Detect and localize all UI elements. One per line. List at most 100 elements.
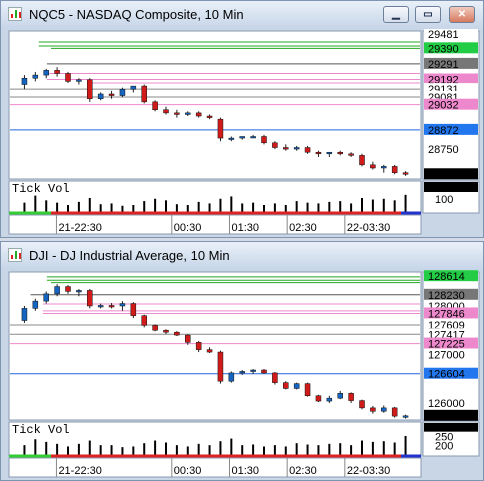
price-label-bg bbox=[424, 299, 478, 311]
candle bbox=[65, 73, 71, 82]
candle bbox=[315, 395, 322, 402]
candle bbox=[43, 293, 49, 302]
candle bbox=[381, 166, 387, 169]
candle bbox=[283, 147, 289, 150]
window-titlebar[interactable]: NQC5 - NASDAQ Composite, 10 Min ▁ ▭ ✕ bbox=[1, 1, 483, 29]
volume-label-bg bbox=[424, 440, 478, 451]
time-label: 02:30 bbox=[289, 465, 317, 477]
candle bbox=[87, 79, 93, 99]
chart-app-icon bbox=[8, 248, 22, 262]
candle bbox=[97, 305, 104, 308]
candle bbox=[108, 93, 115, 96]
price-label: 29291 bbox=[428, 59, 459, 71]
price-label-bg bbox=[424, 143, 478, 155]
time-label: 00:30 bbox=[174, 465, 202, 477]
candle bbox=[337, 151, 343, 155]
candle bbox=[185, 112, 191, 115]
candle bbox=[370, 407, 376, 412]
candle bbox=[206, 349, 213, 353]
time-label: 01:30 bbox=[231, 222, 259, 234]
chart-window-dji: DJI - DJ Industrial Average, 10 Min 1286… bbox=[0, 241, 484, 481]
time-axis bbox=[8, 214, 422, 235]
candle bbox=[21, 77, 28, 85]
candle bbox=[359, 155, 365, 166]
candle bbox=[370, 164, 376, 169]
price-label: 128230 bbox=[428, 290, 465, 302]
candle bbox=[119, 303, 126, 307]
price-label: 29481 bbox=[428, 29, 459, 41]
price-chart-nasdaq[interactable]: 2948129390292912919229131290812903228872… bbox=[1, 29, 483, 237]
candle bbox=[163, 329, 169, 333]
time-axis bbox=[8, 457, 422, 478]
candle bbox=[76, 79, 82, 82]
candle bbox=[391, 166, 398, 173]
candle bbox=[130, 85, 137, 90]
price-label: 127000 bbox=[428, 349, 465, 361]
volume-plot-area bbox=[8, 180, 422, 214]
candle bbox=[337, 393, 343, 399]
candle bbox=[217, 118, 224, 139]
candle bbox=[272, 142, 278, 148]
close-button[interactable]: ✕ bbox=[449, 6, 475, 23]
volume-plot-area bbox=[8, 421, 422, 457]
chart-app-icon bbox=[8, 7, 22, 21]
candle bbox=[228, 372, 235, 382]
price-label-bg bbox=[424, 397, 478, 409]
price-label-bg bbox=[424, 98, 478, 110]
price-label-bg bbox=[424, 288, 478, 300]
price-label: 126604 bbox=[428, 369, 465, 381]
candle bbox=[54, 286, 60, 295]
price-label: 28590 bbox=[428, 169, 459, 181]
price-label-bg bbox=[424, 83, 478, 95]
price-label-bg bbox=[424, 409, 478, 421]
candle bbox=[87, 290, 93, 307]
window-title: NQC5 - NASDAQ Composite, 10 Min bbox=[29, 7, 244, 22]
candle bbox=[402, 172, 409, 175]
price-label-bg bbox=[424, 168, 478, 180]
window-titlebar[interactable]: DJI - DJ Industrial Average, 10 Min bbox=[1, 242, 483, 270]
price-label-bg bbox=[424, 29, 478, 39]
candle bbox=[65, 286, 71, 292]
candle bbox=[174, 112, 180, 115]
candle bbox=[97, 93, 104, 99]
maximize-button[interactable]: ▭ bbox=[415, 6, 441, 23]
price-label: 28872 bbox=[428, 125, 459, 137]
volume-axis-label: 200 bbox=[435, 440, 453, 452]
candle bbox=[261, 136, 267, 144]
close-icon: ✕ bbox=[457, 9, 467, 20]
candle bbox=[359, 400, 365, 409]
candle bbox=[228, 137, 235, 140]
candle bbox=[141, 315, 147, 326]
candle bbox=[348, 153, 354, 156]
candle bbox=[54, 70, 60, 74]
volume-axis-label: 100 bbox=[435, 194, 453, 206]
minimize-icon: ▁ bbox=[392, 9, 400, 20]
candle bbox=[391, 407, 398, 417]
candle bbox=[250, 369, 256, 372]
price-chart-dji[interactable]: 1286571286141282301280001278461276091274… bbox=[1, 270, 483, 480]
price-label-bg bbox=[424, 270, 478, 282]
maximize-icon: ▭ bbox=[423, 9, 433, 20]
candle bbox=[272, 372, 278, 383]
volume-label-bg bbox=[424, 182, 478, 192]
price-label-bg bbox=[424, 42, 478, 54]
window-title: DJI - DJ Industrial Average, 10 Min bbox=[29, 248, 230, 263]
price-label-bg bbox=[424, 307, 478, 319]
chart-window-nasdaq: NQC5 - NASDAQ Composite, 10 Min ▁ ▭ ✕ 29… bbox=[0, 0, 484, 238]
volume-label-bg bbox=[424, 194, 478, 204]
candle bbox=[250, 136, 256, 139]
volume-label-bg bbox=[424, 431, 478, 442]
candle bbox=[315, 151, 322, 155]
candle bbox=[152, 101, 158, 110]
price-label-bg bbox=[424, 123, 478, 135]
candle bbox=[174, 331, 180, 336]
candle bbox=[304, 383, 311, 396]
time-label: 22-03:30 bbox=[347, 465, 390, 477]
candle bbox=[76, 290, 82, 293]
price-label-bg bbox=[424, 337, 478, 349]
candle bbox=[206, 115, 213, 118]
minimize-button[interactable]: ▁ bbox=[383, 6, 409, 23]
candle bbox=[152, 325, 158, 331]
time-label: 00:30 bbox=[174, 222, 202, 234]
time-label: 22-03:30 bbox=[347, 222, 390, 234]
